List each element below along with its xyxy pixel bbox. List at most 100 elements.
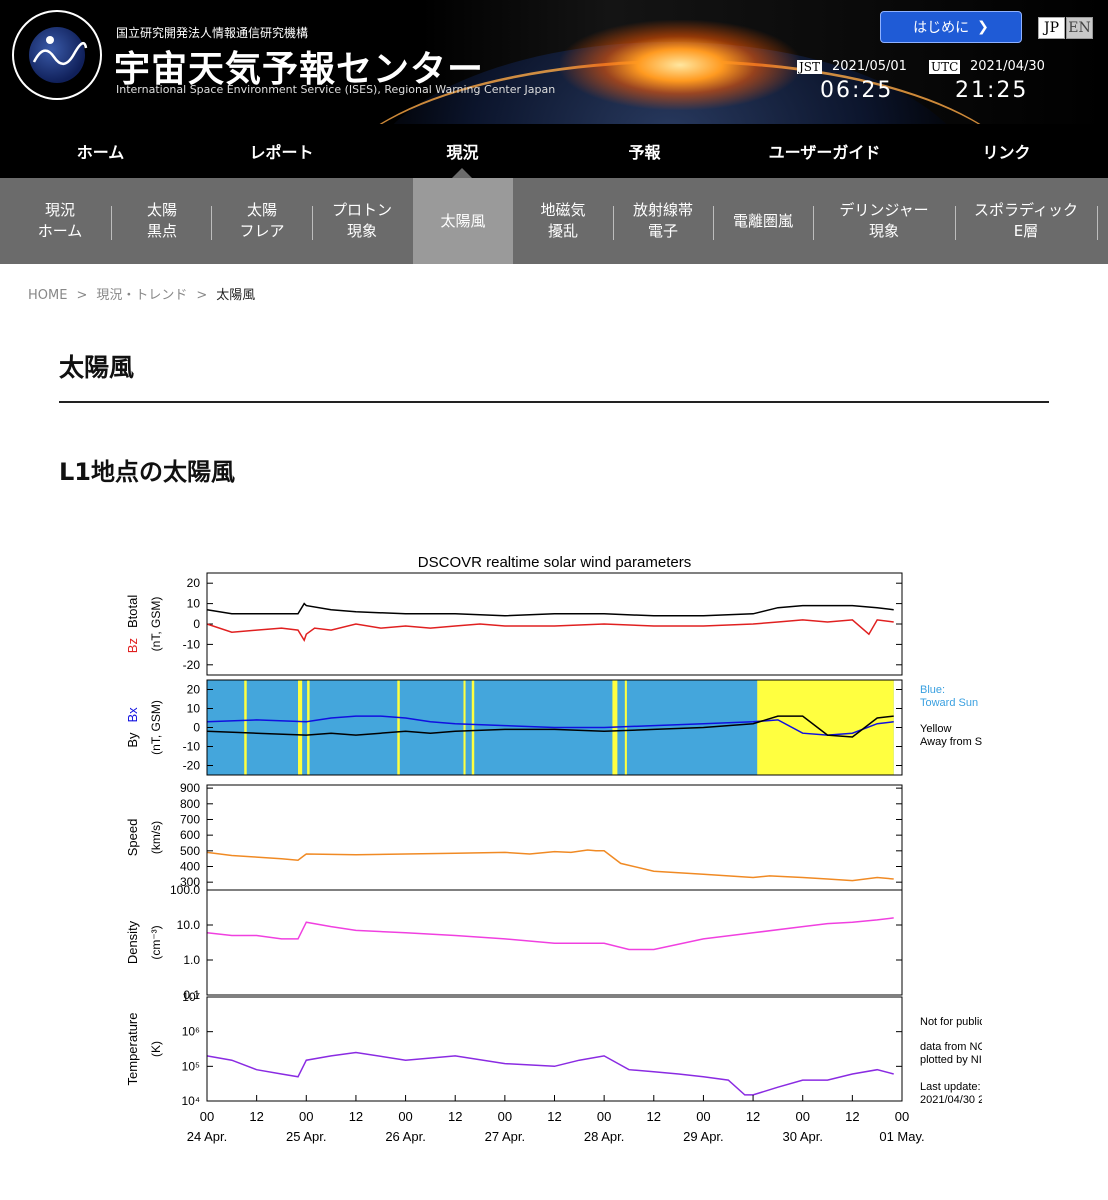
utc-label: UTC bbox=[929, 60, 961, 74]
x-tick-label: 00 bbox=[795, 1109, 809, 1124]
x-tick-label: 00 bbox=[696, 1109, 710, 1124]
subnav-geomagnetic-storm[interactable]: 地磁気 擾乱 bbox=[540, 201, 586, 240]
subnav-sporadic-e[interactable]: スポラディック E層 bbox=[974, 201, 1078, 240]
nav-forecast[interactable]: 予報 bbox=[628, 143, 661, 162]
x-tick-label: 00 bbox=[299, 1109, 313, 1124]
breadcrumb-separator: > bbox=[76, 288, 88, 303]
nav-report[interactable]: レポート bbox=[249, 143, 314, 162]
subnav-divider bbox=[713, 206, 714, 240]
jst-label: JST bbox=[797, 60, 823, 74]
subnav-divider bbox=[111, 206, 112, 240]
subnav-current-home[interactable]: 現況 ホーム bbox=[37, 201, 83, 240]
breadcrumb-separator: > bbox=[196, 288, 208, 303]
nav-home[interactable]: ホーム bbox=[76, 143, 125, 162]
lang-en-button[interactable]: EN bbox=[1066, 17, 1093, 39]
y-tick-label: -10 bbox=[183, 740, 201, 754]
chart-note: data from NOAA/SWPC bbox=[920, 1041, 982, 1053]
y-axis-unit: (nT, GSM) bbox=[149, 700, 163, 755]
section-title: L1地点の太陽風 bbox=[59, 458, 235, 486]
x-tick-label: 12 bbox=[448, 1109, 462, 1124]
y-tick-label: 10 bbox=[187, 702, 201, 716]
subnav-solar-flare[interactable]: 太陽 フレア bbox=[239, 201, 285, 240]
sector-away-from-sun-band bbox=[471, 680, 475, 775]
x-tick-label: 12 bbox=[647, 1109, 661, 1124]
y-tick-label: 300 bbox=[180, 875, 200, 889]
y-tick-label: 10 bbox=[187, 597, 201, 611]
sector-away-from-sun-band bbox=[397, 680, 400, 775]
chart-note: 2021/04/30 21:22 UT bbox=[920, 1094, 982, 1106]
intro-button[interactable]: はじめに ❯ bbox=[880, 11, 1022, 43]
y-tick-label: 1.0 bbox=[183, 953, 200, 967]
series-line-bx bbox=[206, 715, 894, 736]
subnav-radiation-belt[interactable]: 放射線帯 電子 bbox=[632, 201, 693, 240]
y-tick-label: 10⁵ bbox=[182, 1059, 200, 1073]
x-tick-label: 12 bbox=[746, 1109, 760, 1124]
y-tick-label: 800 bbox=[180, 797, 200, 811]
x-tick-label: 00 bbox=[498, 1109, 512, 1124]
y-tick-label: -20 bbox=[183, 658, 201, 672]
y-tick-label: -10 bbox=[183, 637, 201, 651]
intro-button-label: はじめに bbox=[913, 20, 970, 36]
panel-frame bbox=[206, 889, 903, 996]
panel-frame bbox=[206, 784, 903, 891]
x-date-label: 28 Apr. bbox=[584, 1129, 624, 1144]
x-tick-label: 00 bbox=[398, 1109, 412, 1124]
x-tick-label: 00 bbox=[200, 1109, 214, 1124]
series-line-btotal bbox=[206, 602, 894, 617]
sunrise-glow bbox=[560, 20, 800, 110]
sector-away-from-sun-band bbox=[463, 680, 466, 775]
jst-date: 2021/05/01 bbox=[832, 59, 907, 74]
ises-logo[interactable] bbox=[12, 10, 102, 100]
y-axis-unit: (nT, GSM) bbox=[149, 597, 163, 652]
y-tick-label: 600 bbox=[180, 828, 200, 842]
subnav-dellinger[interactable]: デリンジャー 現象 bbox=[839, 201, 929, 240]
series-line-speed bbox=[206, 849, 894, 882]
legend-toward-sun: Toward Sun bbox=[920, 697, 978, 709]
y-tick-label: 10.0 bbox=[177, 918, 201, 932]
y-tick-label: 100.0 bbox=[170, 883, 200, 897]
main-nav: ホーム レポート 現況 予報 ユーザーガイド リンク bbox=[0, 124, 1108, 178]
chart-title: DSCOVR realtime solar wind parameters bbox=[418, 554, 691, 571]
y-axis-label: Bz Btotal bbox=[125, 595, 140, 654]
y-axis-unit: (K) bbox=[149, 1041, 163, 1057]
x-date-label: 29 Apr. bbox=[683, 1129, 723, 1144]
chart-note: Last update: bbox=[920, 1081, 981, 1093]
x-tick-label: 12 bbox=[349, 1109, 363, 1124]
lang-jp-button[interactable]: JP bbox=[1038, 17, 1065, 39]
x-tick-label: 00 bbox=[597, 1109, 611, 1124]
x-date-label: 27 Apr. bbox=[485, 1129, 525, 1144]
subnav-solar-wind[interactable]: 太陽風 bbox=[413, 178, 513, 264]
sector-away-from-sun-band bbox=[307, 680, 310, 775]
x-date-label: 26 Apr. bbox=[385, 1129, 425, 1144]
subnav-proton-event[interactable]: プロトン 現象 bbox=[331, 201, 392, 240]
chevron-right-icon: ❯ bbox=[977, 19, 989, 35]
y-tick-label: 900 bbox=[180, 781, 200, 795]
y-tick-label: 700 bbox=[180, 812, 200, 826]
x-date-label: 01 May. bbox=[879, 1129, 924, 1144]
site-subtitle: International Space Environment Service … bbox=[116, 83, 556, 96]
logo-wave-icon bbox=[32, 36, 88, 65]
series-line-temperature bbox=[206, 1051, 894, 1096]
legend-blue-label: Blue: bbox=[920, 684, 945, 696]
sub-nav: 現況 ホーム 太陽 黒点 太陽 フレア プロトン 現象 太陽風 地磁気 擾乱 放… bbox=[0, 178, 1108, 264]
nav-links[interactable]: リンク bbox=[982, 143, 1031, 162]
y-axis-label: Density bbox=[125, 920, 140, 964]
y-tick-label: 500 bbox=[180, 844, 200, 858]
breadcrumb-current-trend[interactable]: 現況・トレンド bbox=[96, 288, 188, 303]
y-tick-label: 20 bbox=[187, 683, 201, 697]
subnav-ionospheric-storm[interactable]: 電離圏嵐 bbox=[732, 211, 793, 230]
site-title[interactable]: 宇宙天気予報センター bbox=[114, 49, 485, 90]
subnav-divider bbox=[211, 206, 212, 240]
jst-time: 06:25 bbox=[820, 78, 894, 103]
x-date-label: 30 Apr. bbox=[782, 1129, 822, 1144]
panel-frame bbox=[206, 679, 903, 776]
y-axis-label: By Bx bbox=[125, 707, 140, 748]
nav-current[interactable]: 現況 bbox=[446, 143, 479, 162]
site-header: 国立研究開発法人情報通信研究機構 宇宙天気予報センター Internationa… bbox=[0, 0, 1108, 124]
nav-user-guide[interactable]: ユーザーガイド bbox=[768, 143, 881, 162]
breadcrumb-home[interactable]: HOME bbox=[28, 288, 68, 303]
subnav-sunspots[interactable]: 太陽 黒点 bbox=[146, 201, 177, 240]
utc-date: 2021/04/30 bbox=[970, 59, 1045, 74]
y-tick-label: 400 bbox=[180, 859, 200, 873]
chart-note: Not for publication bbox=[920, 1016, 982, 1028]
